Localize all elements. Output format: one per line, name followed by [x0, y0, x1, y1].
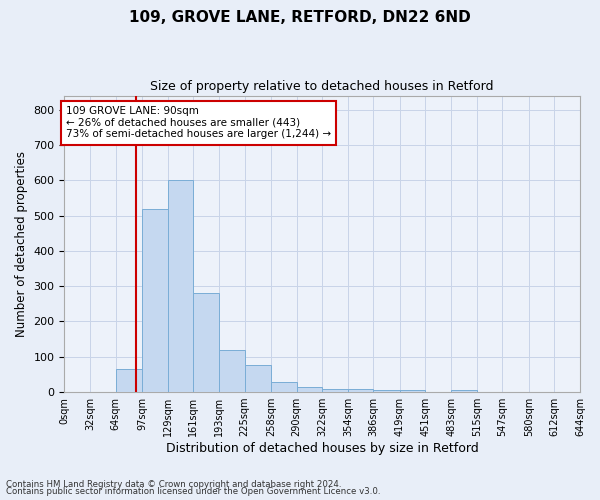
Bar: [193, 293, 219, 392]
Title: Size of property relative to detached houses in Retford: Size of property relative to detached ho…: [151, 80, 494, 93]
Text: Contains HM Land Registry data © Crown copyright and database right 2024.: Contains HM Land Registry data © Crown c…: [6, 480, 341, 489]
Bar: [373, 390, 400, 392]
Text: 109 GROVE LANE: 90sqm
← 26% of detached houses are smaller (443)
73% of semi-det: 109 GROVE LANE: 90sqm ← 26% of detached …: [66, 106, 331, 140]
Bar: [219, 350, 245, 392]
Bar: [348, 388, 373, 392]
Text: 109, GROVE LANE, RETFORD, DN22 6ND: 109, GROVE LANE, RETFORD, DN22 6ND: [129, 10, 471, 25]
Bar: [271, 382, 296, 392]
Bar: [116, 369, 142, 392]
X-axis label: Distribution of detached houses by size in Retford: Distribution of detached houses by size …: [166, 442, 479, 455]
Bar: [451, 390, 477, 392]
Y-axis label: Number of detached properties: Number of detached properties: [15, 151, 28, 337]
Bar: [167, 180, 193, 392]
Bar: [296, 387, 322, 392]
Bar: [142, 208, 167, 392]
Bar: [245, 364, 271, 392]
Bar: [322, 388, 348, 392]
Bar: [400, 390, 425, 392]
Text: Contains public sector information licensed under the Open Government Licence v3: Contains public sector information licen…: [6, 487, 380, 496]
